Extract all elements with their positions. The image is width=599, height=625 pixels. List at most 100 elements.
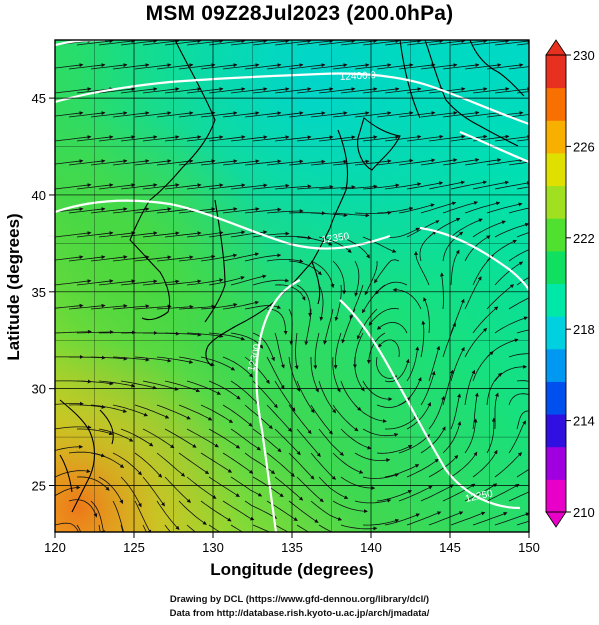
streamline bbox=[334, 284, 342, 322]
streamline bbox=[376, 206, 414, 214]
streamline bbox=[472, 87, 510, 94]
streamline bbox=[362, 518, 400, 526]
x-tick-label: 150 bbox=[518, 540, 540, 555]
streamline bbox=[362, 428, 399, 437]
streamline bbox=[142, 87, 180, 94]
streamline bbox=[90, 159, 128, 166]
streamline bbox=[274, 184, 312, 190]
streamline bbox=[178, 111, 216, 118]
streamline bbox=[464, 327, 488, 358]
streamline bbox=[364, 260, 378, 296]
streamline bbox=[76, 231, 114, 238]
streamline bbox=[98, 279, 136, 286]
streamline bbox=[76, 183, 114, 190]
streamline bbox=[384, 227, 420, 238]
streamline bbox=[450, 40, 488, 46]
streamline bbox=[296, 236, 333, 246]
streamline bbox=[230, 380, 260, 405]
streamline bbox=[178, 63, 216, 70]
streamline bbox=[68, 207, 106, 214]
streamline bbox=[376, 490, 413, 502]
streamline bbox=[55, 279, 92, 286]
streamline bbox=[274, 332, 285, 369]
streamline bbox=[186, 40, 224, 46]
streamline bbox=[76, 40, 114, 46]
streamline bbox=[222, 159, 260, 166]
streamline bbox=[354, 63, 392, 70]
streamline bbox=[296, 184, 334, 190]
streamline bbox=[310, 404, 333, 435]
streamline bbox=[288, 260, 322, 276]
streamline bbox=[55, 329, 92, 334]
x-tick-label: 130 bbox=[202, 540, 224, 555]
streamline bbox=[296, 428, 321, 458]
y-tick-label: 40 bbox=[32, 188, 46, 203]
streamline bbox=[296, 380, 315, 414]
streamline bbox=[230, 87, 268, 94]
streamline bbox=[450, 249, 460, 286]
x-axis-label: Longitude (degrees) bbox=[210, 560, 373, 579]
streamline bbox=[420, 426, 446, 454]
streamline bbox=[186, 135, 224, 142]
streamline bbox=[55, 522, 79, 532]
streamline bbox=[244, 63, 282, 70]
streamline bbox=[508, 249, 529, 262]
streamline bbox=[156, 500, 180, 530]
streamline bbox=[362, 183, 400, 190]
streamline bbox=[428, 345, 441, 382]
streamline bbox=[398, 376, 422, 406]
streamline bbox=[450, 451, 478, 478]
streamline bbox=[464, 369, 476, 406]
streamline bbox=[98, 87, 136, 94]
credit-data: Data from http://database.rish.kyoto-u.a… bbox=[169, 608, 430, 619]
streamline bbox=[55, 255, 84, 261]
streamline bbox=[68, 255, 106, 262]
streamline bbox=[252, 278, 290, 286]
streamline bbox=[450, 511, 486, 526]
streamline bbox=[222, 404, 253, 427]
streamline bbox=[244, 500, 278, 519]
streamline bbox=[516, 232, 529, 238]
contour-12400 bbox=[55, 72, 529, 126]
streamline bbox=[296, 524, 310, 532]
streamline bbox=[494, 134, 529, 142]
streamline bbox=[120, 476, 142, 508]
streamline bbox=[208, 524, 221, 532]
streamline bbox=[164, 524, 172, 532]
colorbar-top-triangle bbox=[545, 39, 567, 56]
streamline bbox=[55, 183, 92, 190]
streamline bbox=[222, 356, 254, 378]
streamline bbox=[318, 40, 356, 46]
streamline bbox=[442, 322, 456, 358]
streamline bbox=[142, 428, 175, 449]
streamline bbox=[486, 202, 523, 214]
streamline bbox=[450, 393, 462, 430]
streamline bbox=[178, 404, 213, 421]
streamline bbox=[112, 356, 150, 362]
streamline bbox=[142, 524, 147, 532]
streamline bbox=[274, 87, 312, 94]
streamline bbox=[55, 231, 92, 238]
streamline bbox=[164, 380, 201, 393]
streamline bbox=[318, 284, 324, 321]
colorbar-band bbox=[546, 446, 566, 480]
colorbar-band bbox=[546, 381, 566, 415]
streamline bbox=[266, 63, 304, 70]
streamline bbox=[318, 87, 356, 94]
streamline bbox=[486, 338, 519, 358]
streamline bbox=[428, 87, 466, 94]
streamline bbox=[472, 392, 479, 430]
streamline bbox=[464, 63, 502, 70]
streamline bbox=[164, 87, 202, 94]
streamline bbox=[142, 476, 165, 507]
streamline bbox=[90, 500, 106, 532]
streamline bbox=[406, 346, 420, 382]
streamline bbox=[98, 231, 136, 238]
streamline bbox=[494, 261, 524, 286]
streamline bbox=[362, 135, 400, 142]
streamline bbox=[156, 404, 191, 420]
colorbar: 210 214 218 222 226 230 bbox=[545, 39, 595, 528]
streamline bbox=[354, 111, 392, 118]
streamline bbox=[366, 332, 386, 364]
streamline bbox=[354, 498, 392, 504]
